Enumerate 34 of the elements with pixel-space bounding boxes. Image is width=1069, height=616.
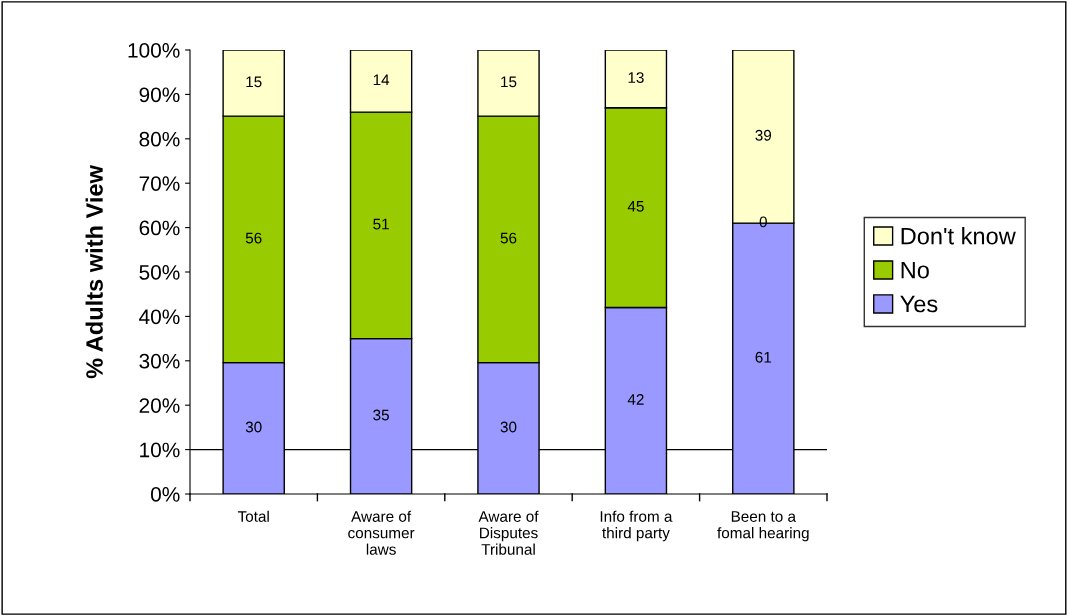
data-label: 35: [373, 409, 389, 421]
legend-label: Don't know: [901, 227, 1016, 245]
data-label: 42: [627, 394, 644, 405]
y-tick-label: 0%: [150, 487, 180, 502]
data-label: 30: [500, 421, 517, 433]
y-tick-label: 10%: [140, 442, 180, 458]
data-label: 30: [245, 421, 262, 433]
legend-label: Yes: [900, 295, 938, 313]
y-tick-label: 30%: [139, 353, 180, 369]
data-label: 45: [627, 201, 644, 212]
data-label: 39: [755, 129, 772, 141]
x-tick-label: Aware of consumer laws: [348, 510, 415, 555]
data-label: 15: [501, 76, 517, 88]
data-label: 56: [500, 232, 517, 244]
data-label: 15: [246, 76, 262, 88]
data-label: 13: [628, 72, 644, 83]
data-label: 51: [373, 218, 389, 230]
legend-label: No: [901, 261, 929, 279]
y-tick-label: 20%: [139, 398, 180, 413]
x-tick-label: Info from a third party: [600, 510, 673, 542]
y-tick-label: 100%: [128, 43, 180, 58]
x-tick-label: Been to a fomal hearing: [717, 511, 809, 542]
y-tick-label: 90%: [139, 87, 180, 103]
y-tick-label: 80%: [139, 131, 180, 147]
data-label: 14: [373, 74, 390, 86]
data-label: 61: [755, 351, 772, 363]
y-axis-title: % Adults with View: [85, 165, 103, 379]
y-tick-label: 50%: [139, 265, 180, 280]
y-tick-label: 70%: [139, 176, 180, 191]
data-label: 56: [245, 232, 262, 244]
x-tick-label: Aware of Disputes Tribunal: [478, 510, 539, 555]
y-tick-label: 40%: [139, 309, 180, 325]
y-tick-label: 60%: [139, 220, 180, 236]
x-tick-label: Total: [237, 510, 269, 522]
